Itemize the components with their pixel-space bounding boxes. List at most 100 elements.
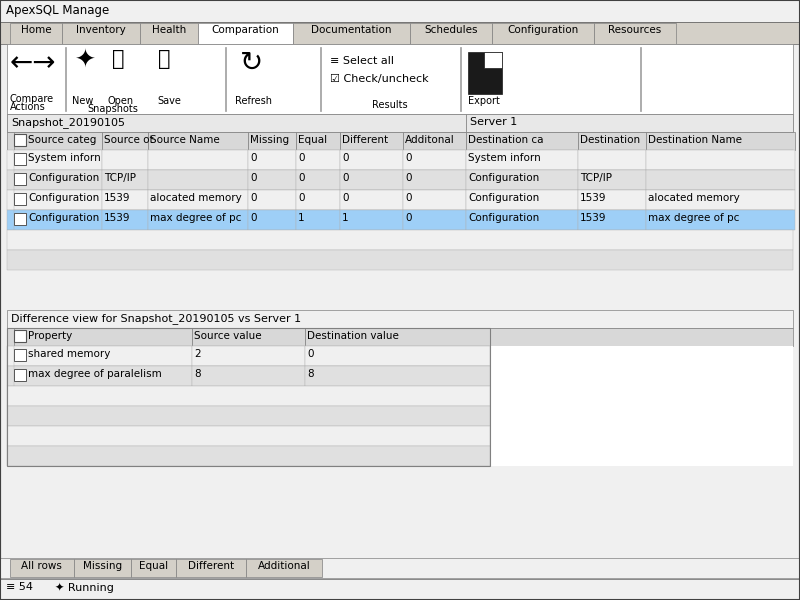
Bar (646, 170, 795, 190)
Bar (340, 210, 403, 230)
Bar (0, 558, 800, 578)
Text: System inforn: System inforn (28, 153, 101, 163)
Text: Destination Name: Destination Name (648, 135, 742, 145)
Bar (148, 170, 248, 190)
Text: Home: Home (21, 25, 51, 35)
Text: Actions: Actions (10, 102, 46, 112)
Bar (148, 210, 248, 230)
Bar (14, 132, 102, 150)
Text: Configuration: Configuration (507, 25, 578, 35)
Bar (14, 366, 192, 386)
Text: Additonal: Additonal (405, 135, 454, 145)
Text: Source Name: Source Name (150, 135, 220, 145)
Text: 0: 0 (405, 173, 411, 183)
Text: Source categ: Source categ (28, 135, 96, 145)
Bar (74, 559, 131, 577)
Bar (248, 210, 296, 230)
Bar (62, 23, 140, 44)
Bar (148, 190, 248, 210)
Bar (466, 170, 578, 190)
Text: Resources: Resources (608, 25, 662, 35)
Bar (102, 150, 148, 170)
Bar (225, 47, 226, 111)
Bar (460, 47, 461, 111)
Text: Configuration: Configuration (468, 193, 539, 203)
Bar (7, 386, 490, 406)
Bar (7, 346, 490, 366)
Text: max degree of pc: max degree of pc (648, 213, 739, 223)
Text: 0: 0 (405, 213, 411, 223)
Bar (646, 210, 795, 230)
Bar (7, 132, 793, 150)
Bar (0, 0, 800, 22)
Bar (578, 132, 646, 150)
Bar (403, 190, 466, 210)
Bar (14, 210, 102, 230)
Text: Missing: Missing (82, 561, 122, 571)
Text: 0: 0 (250, 213, 257, 223)
Text: 1: 1 (342, 213, 349, 223)
Bar (468, 52, 502, 94)
Text: 0: 0 (342, 173, 349, 183)
Text: 1539: 1539 (580, 213, 606, 223)
Bar (305, 346, 490, 366)
Bar (131, 559, 176, 577)
Bar (490, 346, 793, 366)
Text: Source ot: Source ot (104, 135, 154, 145)
Bar (102, 210, 148, 230)
Bar (296, 190, 340, 210)
Text: 🗁: 🗁 (112, 49, 125, 69)
Bar (466, 132, 578, 150)
Text: Equal: Equal (139, 561, 168, 571)
Bar (7, 170, 793, 190)
Text: All rows: All rows (22, 561, 62, 571)
Bar (0, 579, 800, 599)
Bar (296, 210, 340, 230)
Bar (640, 47, 641, 111)
Bar (102, 170, 148, 190)
Bar (466, 210, 578, 230)
Bar (148, 132, 248, 150)
Bar (490, 446, 793, 466)
Text: 0: 0 (298, 153, 305, 163)
Bar (192, 366, 305, 386)
Text: Destination value: Destination value (307, 331, 399, 341)
Text: 0: 0 (250, 153, 257, 163)
Text: 0: 0 (250, 173, 257, 183)
Text: Additional: Additional (258, 561, 310, 571)
Bar (14, 150, 102, 170)
Bar (403, 170, 466, 190)
Text: Equal: Equal (298, 135, 327, 145)
Text: Refresh: Refresh (235, 96, 272, 106)
Bar (320, 47, 321, 111)
Bar (7, 230, 793, 250)
Bar (410, 23, 492, 44)
Text: Missing: Missing (250, 135, 289, 145)
Text: Property: Property (28, 331, 72, 341)
Text: Compare: Compare (10, 94, 54, 104)
Bar (248, 132, 296, 150)
Text: 💾: 💾 (158, 49, 170, 69)
Bar (7, 426, 490, 446)
Bar (7, 114, 793, 132)
Text: Server 1: Server 1 (470, 117, 518, 127)
Bar (7, 310, 793, 328)
Text: 1539: 1539 (104, 193, 130, 203)
Text: Export: Export (468, 96, 500, 106)
Bar (296, 150, 340, 170)
Text: ☑ Check/uncheck: ☑ Check/uncheck (330, 74, 429, 84)
Bar (490, 406, 793, 426)
Bar (296, 170, 340, 190)
Text: 1539: 1539 (104, 213, 130, 223)
Text: System inforn: System inforn (468, 153, 541, 163)
Bar (248, 190, 296, 210)
Bar (403, 210, 466, 230)
Text: Documentation: Documentation (311, 25, 392, 35)
Text: Snapshots: Snapshots (87, 104, 138, 114)
Bar (7, 328, 793, 346)
Bar (646, 150, 795, 170)
Bar (148, 150, 248, 170)
Text: Open: Open (108, 96, 134, 106)
Bar (7, 210, 793, 230)
Bar (490, 366, 793, 386)
